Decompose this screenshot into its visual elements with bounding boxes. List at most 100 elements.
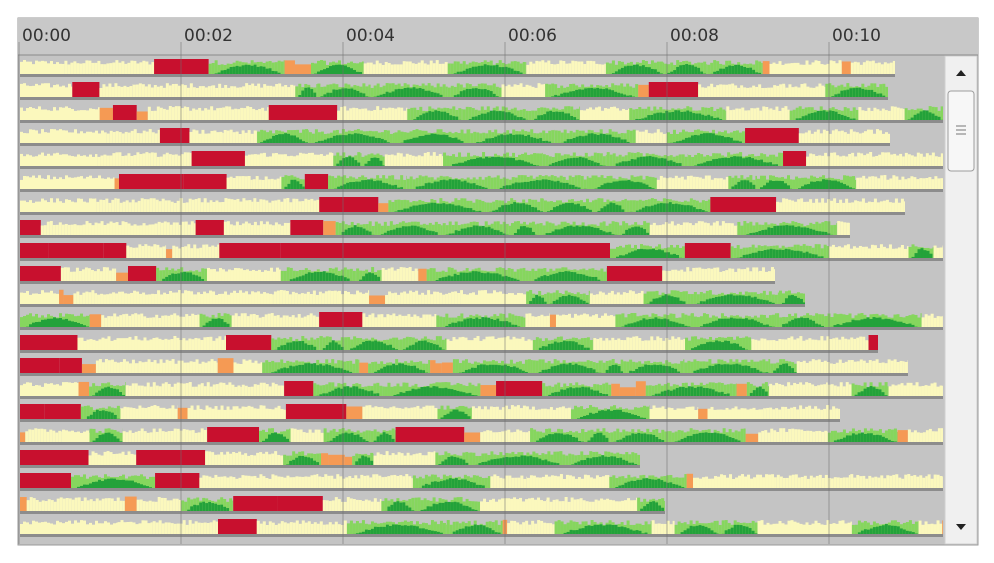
state-segment [613,106,617,120]
state-segment [191,339,195,350]
state-segment [481,201,485,212]
state-segment [448,221,452,235]
row-track [20,304,805,307]
state-segment [836,324,840,327]
state-segment [644,206,648,212]
state-segment [403,199,407,212]
state-segment [260,362,263,373]
state-segment [128,363,132,373]
state-segment [280,154,284,166]
state-segment [89,154,92,166]
state-segment [758,61,762,74]
state-segment [797,318,801,327]
state-segment [517,182,521,189]
state-segment [889,178,893,189]
state-segment [654,317,658,327]
state-segment [769,340,773,350]
state-segment [349,108,353,120]
state-segment [344,229,348,235]
state-segment [775,164,779,166]
state-segment [346,182,350,189]
state-segment [843,107,847,120]
state-segment [496,230,500,235]
state-segment [797,87,801,97]
state-segment [44,61,47,74]
state-segment [340,269,344,281]
state-segment [314,129,318,143]
state-segment [71,177,74,189]
state-segment [516,203,520,212]
state-segment [707,199,711,212]
state-segment [866,317,870,327]
state-segment [391,293,395,304]
state-segment [887,110,891,120]
state-segment [177,85,181,97]
state-segment [103,154,107,166]
state-segment [74,110,77,120]
state-segment [736,336,740,350]
state-segment [293,85,296,97]
state-segment [266,85,270,97]
state-segment [86,315,89,327]
state-segment [60,267,64,281]
state-segment [432,63,436,74]
state-segment [792,179,796,189]
state-segment [250,65,254,74]
state-segment [469,200,473,212]
state-segment [816,110,820,120]
state-segment [101,178,104,189]
state-segment [313,272,317,281]
state-segment [886,179,890,189]
state-segment [457,132,461,143]
state-segment [217,358,234,373]
state-segment [290,84,294,97]
state-segment [670,244,673,258]
state-segment [95,130,98,143]
state-segment [159,156,163,166]
state-segment [600,268,604,281]
state-segment [141,84,145,97]
state-segment [834,129,838,143]
state-segment [616,108,620,120]
state-segment [289,202,293,212]
state-segment [319,154,323,166]
state-segment [746,234,750,235]
state-segment [41,198,44,212]
state-segment [631,227,635,235]
state-segment [93,271,97,281]
state-segment [914,253,918,258]
state-segment [313,339,317,350]
state-segment [426,342,430,350]
state-segment [500,337,504,350]
state-segment [784,63,788,74]
state-segment [846,175,850,189]
state-segment [496,175,500,189]
state-segment [636,157,640,166]
state-segment [769,248,773,258]
state-segment [177,273,181,281]
state-segment [406,293,410,304]
state-segment [768,326,772,327]
state-segment [41,83,44,97]
state-segment [211,245,215,258]
state-segment [458,162,462,166]
state-segment [162,108,166,120]
state-segment [881,133,885,143]
state-segment [740,269,744,281]
state-segment [799,298,803,304]
state-segment [667,252,670,258]
state-segment [698,202,702,212]
state-segment [719,178,723,189]
state-segment [434,313,437,327]
state-segment [745,247,749,258]
state-segment [508,179,512,189]
state-segment [180,84,184,97]
state-segment [550,180,554,189]
state-segment [670,62,674,74]
state-segment [755,72,759,74]
state-segment [633,182,637,189]
state-segment [799,336,803,350]
state-segment [818,324,822,327]
state-segment [833,198,837,212]
state-segment [664,222,668,235]
